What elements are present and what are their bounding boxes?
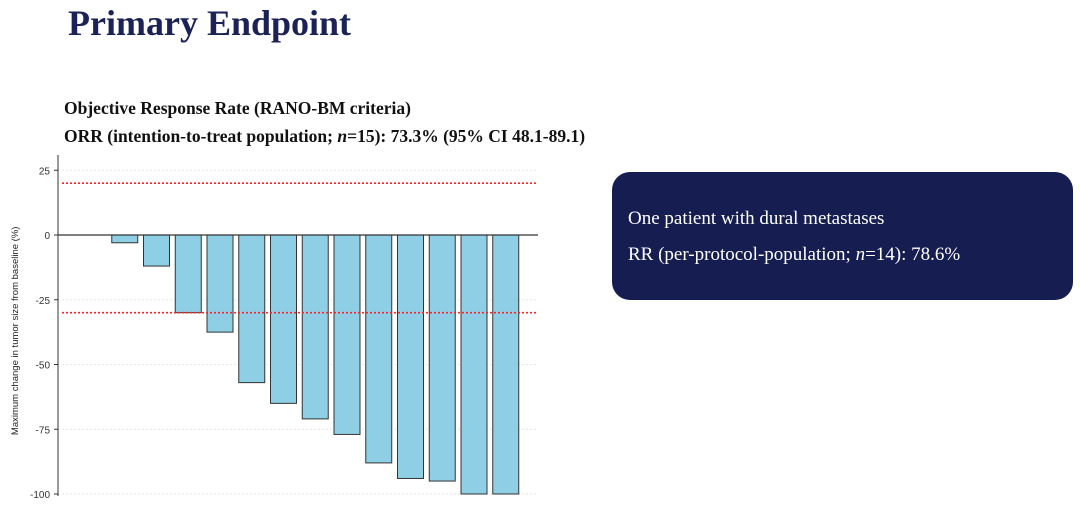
page-title: Primary Endpoint [68,3,352,43]
callout-post: =14): 78.6% [865,244,961,265]
y-tick-label: -100 [30,490,50,501]
callout-box: One patient with dural metastases RR (pe… [612,172,1073,300]
orr-post: =15): 73.3% (95% CI 48.1-89.1) [347,126,586,146]
y-tick-label: -75 [36,425,51,436]
orr-pre: ORR (intention-to-treat population; [64,126,338,146]
y-tick-label: 0 [44,231,50,242]
bar [270,234,297,404]
callout-line2: RR (per-protocol-population; n=14): 78.6… [628,244,960,266]
waterfall-chart: 25 0 -25 -50 -75 -100 Maximum change in tumor … [10,155,538,501]
bar [174,234,202,314]
bar [397,234,424,479]
y-axis-label: Maximum change in tumor size from baseli… [10,227,21,436]
chart-subtitle: Objective Response Rate (RANO-BM criteri… [64,98,411,118]
bar [365,234,393,464]
bar [301,234,329,420]
y-tick-label: -25 [36,296,51,307]
bar [428,234,456,482]
bar [460,234,488,495]
bar [238,234,266,384]
callout-line1: One patient with dural metastases [628,208,885,229]
orr-line: ORR (intention-to-treat population; n=15… [64,126,585,147]
callout-n: n [855,244,866,265]
callout-pre: RR (per-protocol-population; [628,244,856,265]
y-tick-label: 25 [39,166,51,177]
bar [333,234,361,435]
bar [111,234,139,244]
bar [206,234,234,333]
orr-n: n [337,126,348,146]
y-tick-label: -50 [36,361,51,372]
bar [143,234,170,267]
bar [492,234,520,495]
